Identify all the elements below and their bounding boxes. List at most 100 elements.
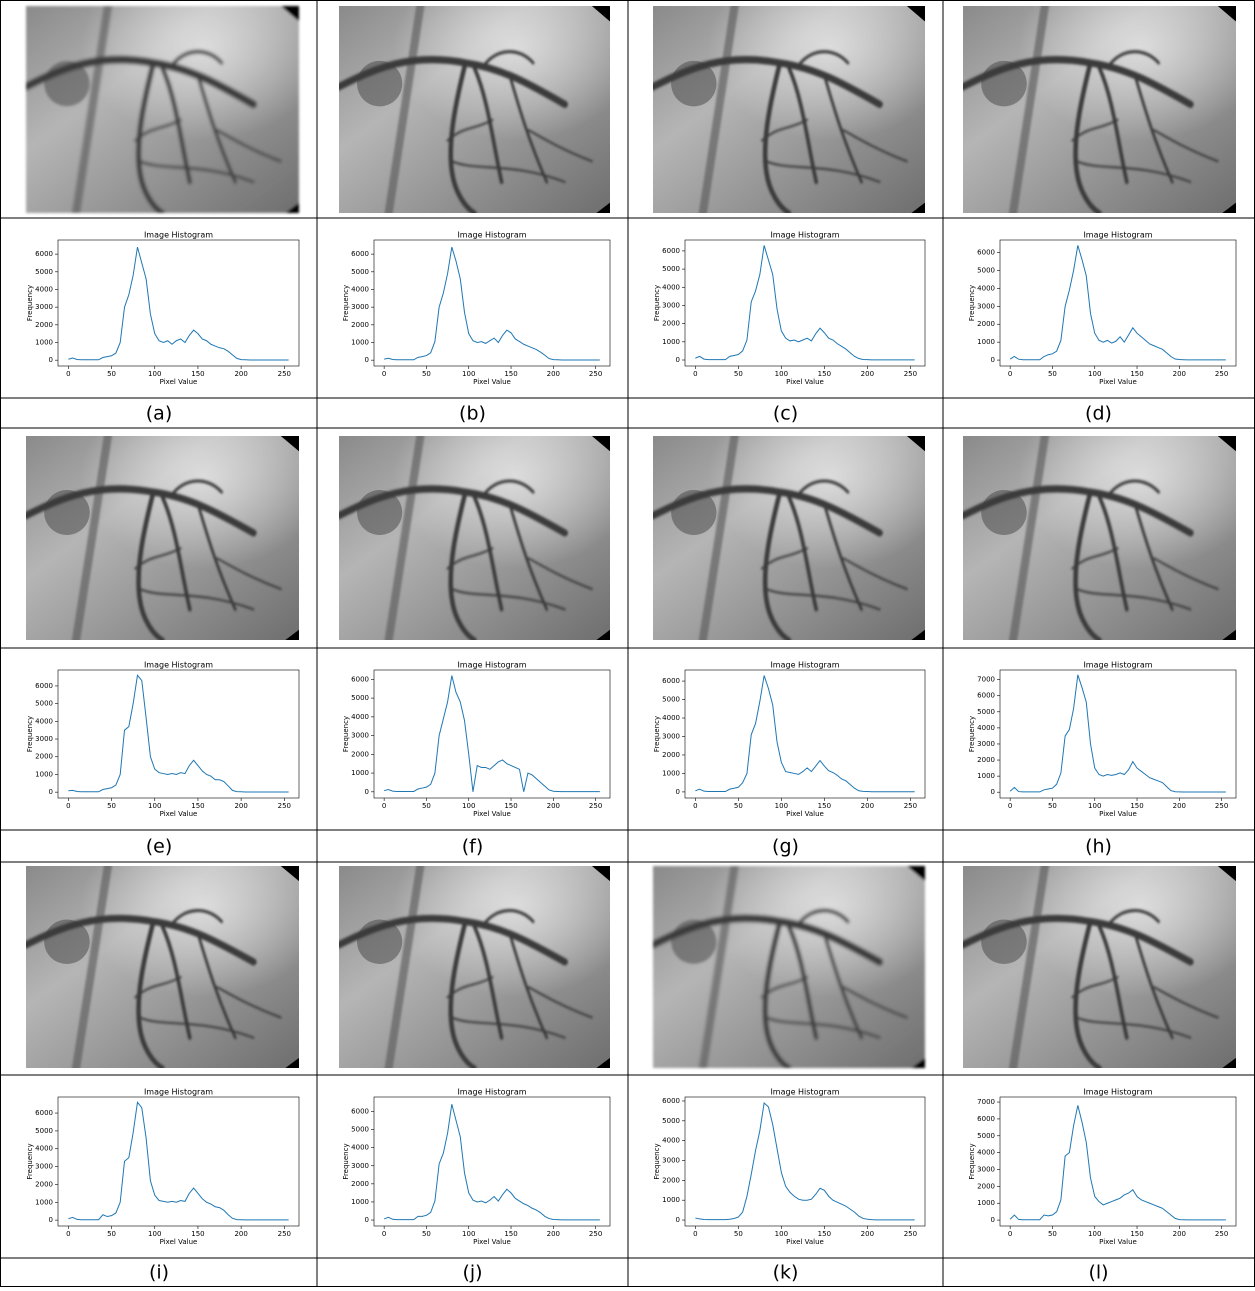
x-tick-label: 250 — [904, 370, 917, 378]
y-tick-label: 4000 — [977, 724, 995, 732]
x-tick-label: 150 — [504, 1230, 517, 1238]
y-tick-label: 0 — [676, 1216, 680, 1224]
plot-frame — [373, 669, 611, 799]
y-tick-label: 3000 — [977, 1166, 995, 1174]
panel-caption: (g) — [772, 836, 799, 858]
x-tick-label: 50 — [107, 802, 116, 810]
x-tick-label: 100 — [775, 1230, 788, 1238]
y-tick-label: 2000 — [351, 321, 369, 329]
y-tick-label: 1000 — [351, 338, 369, 346]
y-tick-label: 2000 — [35, 321, 53, 329]
y-tick-label: 2000 — [351, 1180, 369, 1188]
x-tick-label: 0 — [382, 370, 386, 378]
x-tick-label: 250 — [589, 370, 602, 378]
plot-frame — [684, 1096, 926, 1227]
x-tick-label: 200 — [861, 802, 874, 810]
plot-frame — [684, 669, 926, 799]
x-tick-label: 100 — [775, 802, 788, 810]
x-tick-label: 100 — [1088, 370, 1101, 378]
x-axis-label: Pixel Value — [1099, 378, 1137, 386]
y-tick-label: 5000 — [351, 694, 369, 702]
chart-title: Image Histogram — [457, 1088, 526, 1097]
plot-frame — [57, 669, 300, 799]
x-tick-label: 150 — [504, 370, 517, 378]
y-tick-label: 3000 — [977, 302, 995, 310]
x-tick-label: 200 — [1173, 370, 1186, 378]
x-tick-label: 0 — [1008, 1230, 1012, 1238]
y-tick-label: 1000 — [351, 769, 369, 777]
y-tick-label: 6000 — [977, 249, 995, 257]
y-axis-label: Frequency — [968, 716, 976, 752]
x-tick-label: 250 — [278, 1230, 291, 1238]
chart-title: Image Histogram — [457, 661, 526, 670]
y-tick-label: 3000 — [351, 732, 369, 740]
y-tick-label: 6000 — [977, 692, 995, 700]
x-axis-label: Pixel Value — [1099, 1238, 1137, 1246]
y-tick-label: 5000 — [35, 1127, 53, 1135]
y-tick-label: 2000 — [35, 1180, 53, 1188]
x-axis-label: Pixel Value — [473, 1238, 511, 1246]
x-tick-label: 50 — [107, 370, 116, 378]
y-tick-label: 1000 — [977, 1199, 995, 1207]
x-tick-label: 250 — [589, 1230, 602, 1238]
y-axis-label: Frequency — [342, 285, 350, 321]
y-tick-label: 6000 — [35, 1109, 53, 1117]
x-tick-label: 100 — [148, 370, 161, 378]
y-axis-label: Frequency — [968, 285, 976, 321]
x-tick-label: 0 — [1008, 802, 1012, 810]
plot-frame — [684, 239, 926, 367]
x-tick-label: 200 — [547, 370, 560, 378]
x-tick-label: 100 — [1088, 802, 1101, 810]
x-tick-label: 50 — [422, 1230, 431, 1238]
panel-caption: (l) — [1088, 1262, 1108, 1284]
histogram-line — [1009, 674, 1226, 793]
panel-caption: (f) — [462, 836, 484, 858]
x-tick-label: 200 — [1173, 802, 1186, 810]
x-tick-label: 50 — [422, 802, 431, 810]
angiogram-image — [653, 436, 925, 640]
x-axis-label: Pixel Value — [473, 378, 511, 386]
x-tick-label: 200 — [234, 370, 247, 378]
angiogram-image — [26, 6, 299, 213]
x-axis-label: Pixel Value — [160, 1238, 198, 1246]
y-axis-label: Frequency — [968, 1143, 976, 1179]
chart-title: Image Histogram — [770, 231, 839, 240]
chart-title: Image Histogram — [1083, 231, 1152, 240]
x-axis-label: Pixel Value — [473, 810, 511, 818]
panel-caption: (k) — [773, 1262, 799, 1284]
angiogram-image — [26, 436, 299, 640]
x-tick-label: 50 — [734, 370, 743, 378]
histogram-line — [384, 246, 600, 361]
x-tick-label: 200 — [861, 370, 874, 378]
x-tick-label: 50 — [734, 802, 743, 810]
y-tick-label: 1000 — [35, 338, 53, 346]
y-tick-label: 0 — [991, 1216, 995, 1224]
x-tick-label: 150 — [1130, 370, 1143, 378]
angiogram-image — [339, 436, 610, 640]
y-tick-label: 4000 — [35, 717, 53, 725]
panel-caption: (j) — [462, 1262, 482, 1284]
y-axis-label: Frequency — [26, 716, 34, 752]
y-tick-label: 6000 — [35, 250, 53, 258]
x-axis-label: Pixel Value — [786, 378, 824, 386]
plot-frame — [373, 1096, 611, 1227]
x-tick-label: 250 — [278, 802, 291, 810]
x-tick-label: 0 — [693, 1230, 697, 1238]
histogram-line — [68, 1101, 289, 1221]
panel-caption: (h) — [1085, 836, 1112, 858]
y-tick-label: 0 — [676, 356, 680, 364]
angiogram-image — [339, 6, 610, 213]
y-tick-label: 1000 — [662, 1196, 680, 1204]
plot-frame — [999, 1096, 1237, 1227]
chart-title: Image Histogram — [770, 1088, 839, 1097]
histogram-line — [68, 246, 289, 361]
y-tick-label: 4000 — [662, 283, 680, 291]
histogram-line — [383, 1104, 600, 1221]
chart-title: Image Histogram — [1083, 661, 1152, 670]
y-tick-label: 6000 — [662, 247, 680, 255]
x-axis-label: Pixel Value — [160, 810, 198, 818]
x-tick-label: 100 — [462, 802, 475, 810]
y-tick-label: 6000 — [351, 1107, 369, 1115]
